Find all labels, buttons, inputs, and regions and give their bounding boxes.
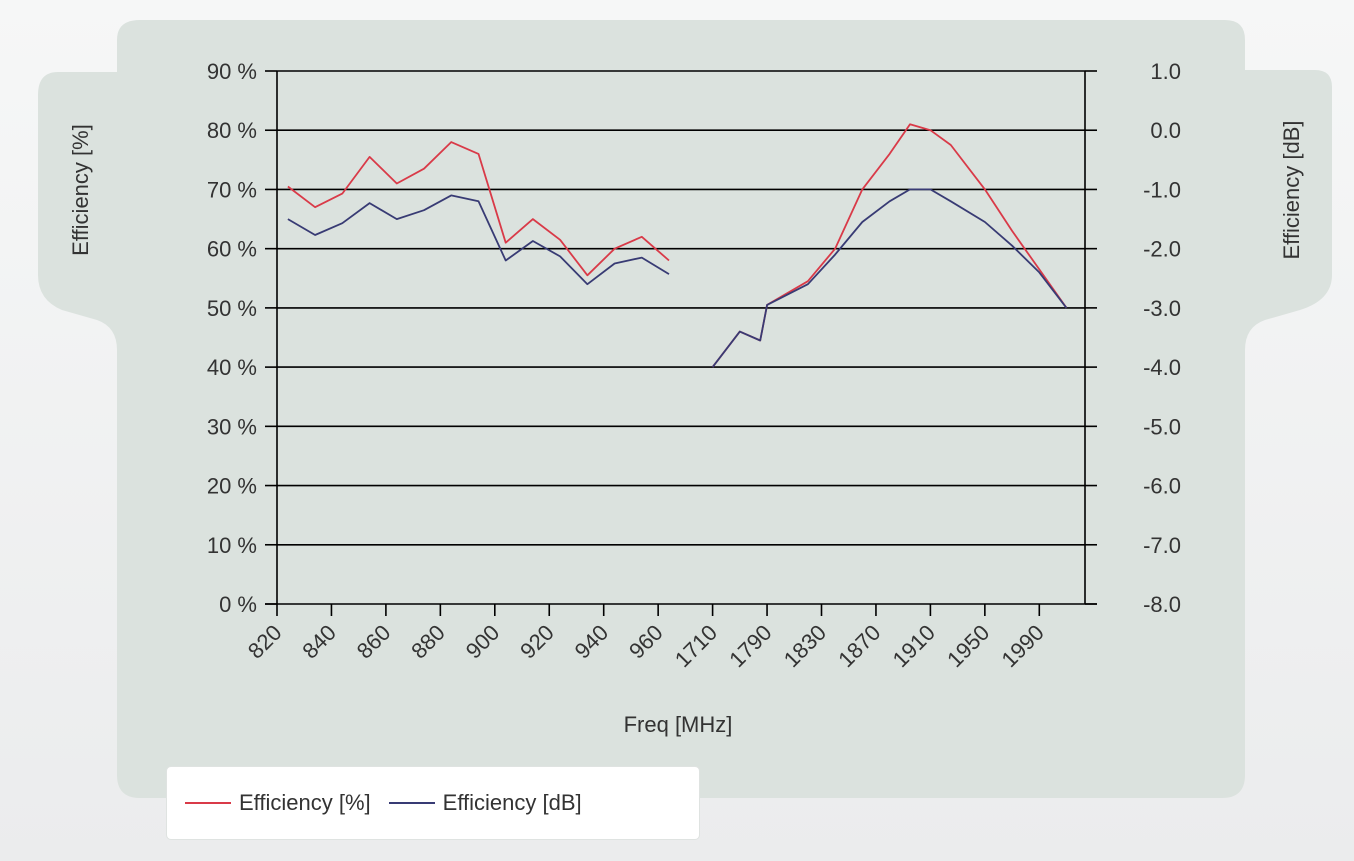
y-tick-label-right: -3.0 <box>1143 296 1181 321</box>
y-tick-label-right: -2.0 <box>1143 237 1181 262</box>
series-line-efficiency-db <box>287 194 670 286</box>
series-line-efficiency-db <box>711 188 1068 368</box>
series-lines <box>287 123 1068 368</box>
x-axis-title: Freq [MHz] <box>624 712 733 737</box>
y-tick-label-right: -7.0 <box>1143 533 1181 558</box>
chart-legend: Efficiency [%] Efficiency [dB] <box>166 766 700 840</box>
y-tick-label-left: 20 % <box>207 474 257 499</box>
legend-swatch-db <box>388 802 435 804</box>
legend-swatch-percent <box>185 802 231 804</box>
y-tick-label-right: -5.0 <box>1143 414 1181 439</box>
y-tick-label-left: 90 % <box>207 59 257 84</box>
y-tick-label-left: 50 % <box>207 296 257 321</box>
axes <box>265 70 1097 616</box>
legend-label-percent: Efficiency [%] <box>239 790 371 815</box>
y-axis-title-left: Efficiency [%] <box>68 124 93 256</box>
y-tick-label-right: -6.0 <box>1143 474 1181 499</box>
y-tick-label-right: 1.0 <box>1150 59 1181 84</box>
legend-label-db: Efficiency [dB] <box>442 790 582 815</box>
y-tick-label-left: 40 % <box>207 355 257 380</box>
y-tick-label-right: 0.0 <box>1150 118 1181 143</box>
y-tick-label-left: 0 % <box>219 592 257 617</box>
y-tick-label-right: -8.0 <box>1143 592 1181 617</box>
y-tick-label-left: 30 % <box>207 414 257 439</box>
y-tick-label-right: -1.0 <box>1143 177 1181 202</box>
y-tick-label-right: -4.0 <box>1143 355 1181 380</box>
legend-item-efficiency-db: Efficiency [dB] <box>388 790 582 816</box>
legend-item-efficiency-percent: Efficiency [%] <box>185 790 371 816</box>
y-axis-title-right: Efficiency [dB] <box>1279 121 1304 260</box>
y-tick-label-left: 70 % <box>207 177 257 202</box>
y-tick-label-left: 60 % <box>207 237 257 262</box>
y-tick-label-left: 10 % <box>207 533 257 558</box>
series-line-efficiency-percent <box>287 141 670 277</box>
y-tick-label-left: 80 % <box>207 118 257 143</box>
grid-lines <box>277 70 1085 546</box>
